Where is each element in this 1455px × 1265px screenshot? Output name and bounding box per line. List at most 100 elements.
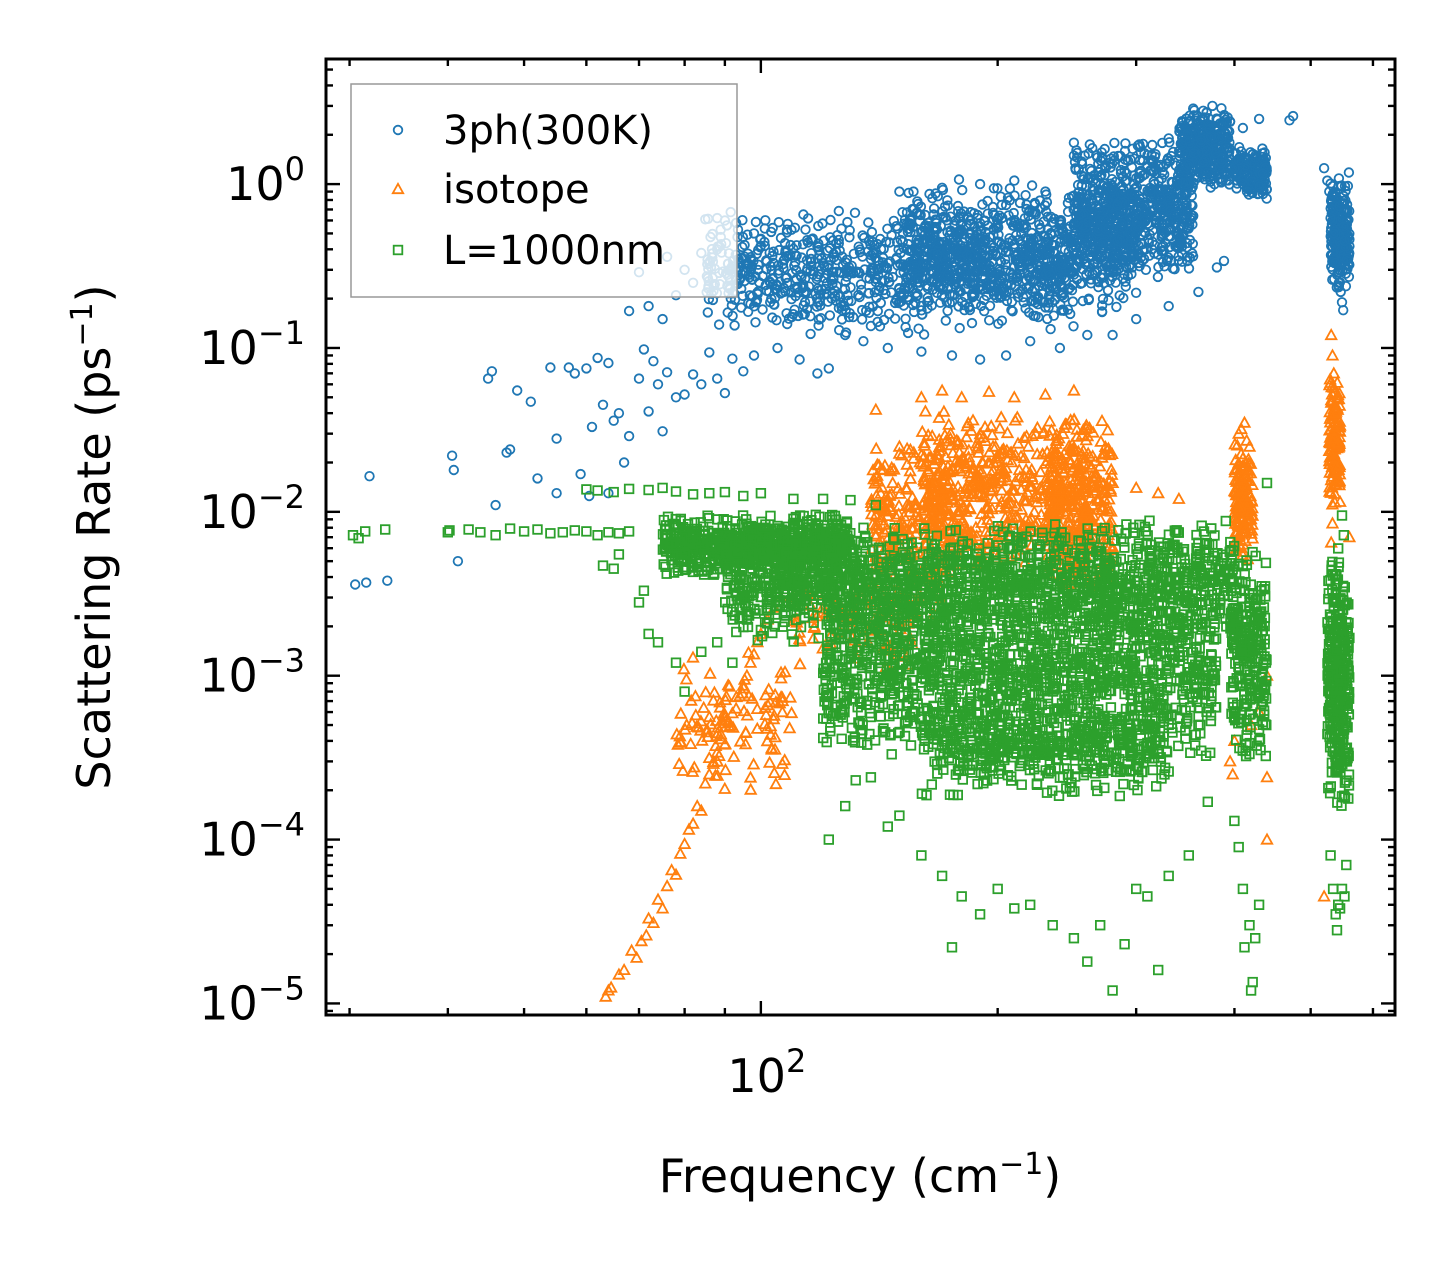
data-point — [1156, 173, 1168, 184]
data-point — [1098, 207, 1109, 218]
data-point — [1092, 248, 1103, 259]
data-point — [1067, 296, 1079, 307]
data-point — [764, 247, 775, 258]
data-point — [1001, 295, 1013, 307]
data-point — [1099, 143, 1110, 155]
data-point — [1040, 268, 1052, 280]
data-point — [1076, 170, 1087, 181]
data-point — [913, 323, 924, 334]
data-point — [935, 383, 949, 396]
data-point — [739, 239, 750, 251]
data-point — [919, 222, 930, 233]
data-point — [1110, 277, 1121, 288]
data-point — [1086, 241, 1098, 253]
data-point — [910, 254, 921, 265]
data-point — [729, 320, 740, 331]
data-point — [1131, 221, 1143, 232]
data-point — [878, 314, 890, 326]
data-point — [900, 321, 911, 333]
data-point — [928, 209, 939, 220]
data-point — [1032, 259, 1043, 271]
data-point — [1103, 295, 1114, 306]
data-point — [908, 186, 919, 197]
data-point — [1046, 297, 1058, 308]
data-point — [1070, 163, 1081, 175]
data-point — [780, 273, 791, 284]
data-point — [790, 250, 801, 261]
data-point — [869, 402, 883, 415]
data-point — [973, 237, 984, 249]
data-point — [785, 239, 796, 251]
data-point — [858, 336, 869, 347]
data-point — [1111, 301, 1122, 313]
data-point — [965, 218, 976, 230]
data-point — [831, 266, 842, 278]
data-point — [1097, 293, 1109, 305]
data-point — [996, 270, 1008, 281]
data-point — [794, 354, 805, 365]
data-point — [793, 657, 807, 670]
data-point — [828, 252, 840, 263]
data-point — [964, 302, 975, 313]
data-point — [727, 310, 738, 322]
data-point — [857, 230, 868, 241]
data-point — [512, 385, 523, 396]
data-point — [882, 342, 894, 354]
data-point — [738, 366, 749, 377]
data-point — [854, 291, 865, 303]
data-point — [819, 272, 830, 284]
data-point — [805, 328, 816, 340]
data-point — [969, 278, 980, 289]
data-point — [816, 263, 827, 275]
data-point — [1109, 137, 1120, 149]
data-point — [760, 215, 771, 226]
data-point — [1325, 348, 1340, 361]
data-point — [965, 249, 976, 261]
data-point — [1003, 286, 1015, 297]
data-point — [750, 216, 762, 228]
data-point — [670, 392, 682, 403]
data-point — [945, 211, 956, 222]
data-point — [847, 311, 859, 323]
data-point — [767, 765, 782, 778]
data-point — [1151, 200, 1163, 212]
data-point — [956, 243, 968, 255]
data-point — [1218, 255, 1230, 267]
data-point — [1071, 145, 1082, 156]
data-point — [884, 237, 895, 248]
data-point — [1075, 278, 1086, 290]
data-point — [954, 322, 965, 334]
data-point — [848, 248, 860, 260]
data-point — [1058, 292, 1070, 303]
data-point — [905, 215, 917, 226]
data-point — [871, 292, 882, 304]
data-point — [1042, 414, 1057, 427]
data-point — [904, 281, 915, 293]
data-point — [1161, 185, 1172, 196]
data-point — [361, 577, 372, 588]
data-point — [1147, 139, 1158, 151]
data-point — [1114, 263, 1125, 274]
data-point — [1171, 242, 1183, 253]
data-point — [603, 357, 614, 369]
data-point — [1048, 246, 1060, 258]
data-point — [1057, 282, 1068, 293]
data-point — [746, 757, 761, 770]
data-point — [1044, 283, 1055, 295]
data-point — [1187, 238, 1199, 250]
data-point — [1043, 237, 1054, 248]
data-point — [765, 510, 776, 522]
data-point — [726, 300, 738, 311]
data-point — [790, 257, 801, 268]
data-point — [846, 266, 857, 278]
data-point — [1018, 297, 1029, 308]
data-point — [957, 184, 968, 196]
data-point — [907, 203, 918, 215]
data-point — [979, 294, 990, 306]
data-point — [875, 233, 886, 245]
data-point — [843, 261, 855, 273]
data-point — [490, 499, 501, 511]
data-point — [719, 387, 731, 399]
data-point — [1105, 162, 1116, 173]
data-point — [975, 221, 986, 232]
